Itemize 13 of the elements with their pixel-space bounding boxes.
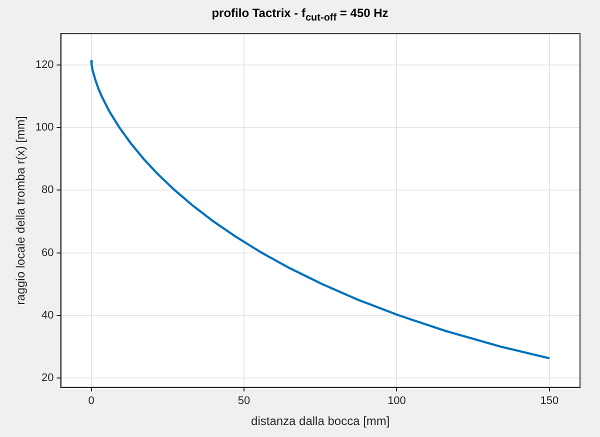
- y-tick-label: 20: [42, 372, 54, 384]
- chart-title: profilo Tactrix - f$_{cut-off}$ = 450 Hz: [210, 5, 390, 24]
- x-tick-label: 0: [88, 395, 94, 408]
- y-tick-label: 40: [42, 309, 54, 322]
- y-axis-title: raggio locale della tromba r(x) [mm]: [14, 116, 28, 305]
- x-tick-label: 50: [238, 395, 250, 408]
- x-tick-label: 100: [388, 395, 406, 408]
- y-tick-label: 120: [35, 58, 54, 71]
- y-tick-label: 60: [42, 246, 54, 259]
- y-tick-label: 80: [42, 184, 54, 196]
- x-axis-title: distanza dalla bocca [mm]: [251, 414, 390, 428]
- x-tick-label: 150: [540, 395, 559, 408]
- y-tick-label: 100: [35, 122, 54, 134]
